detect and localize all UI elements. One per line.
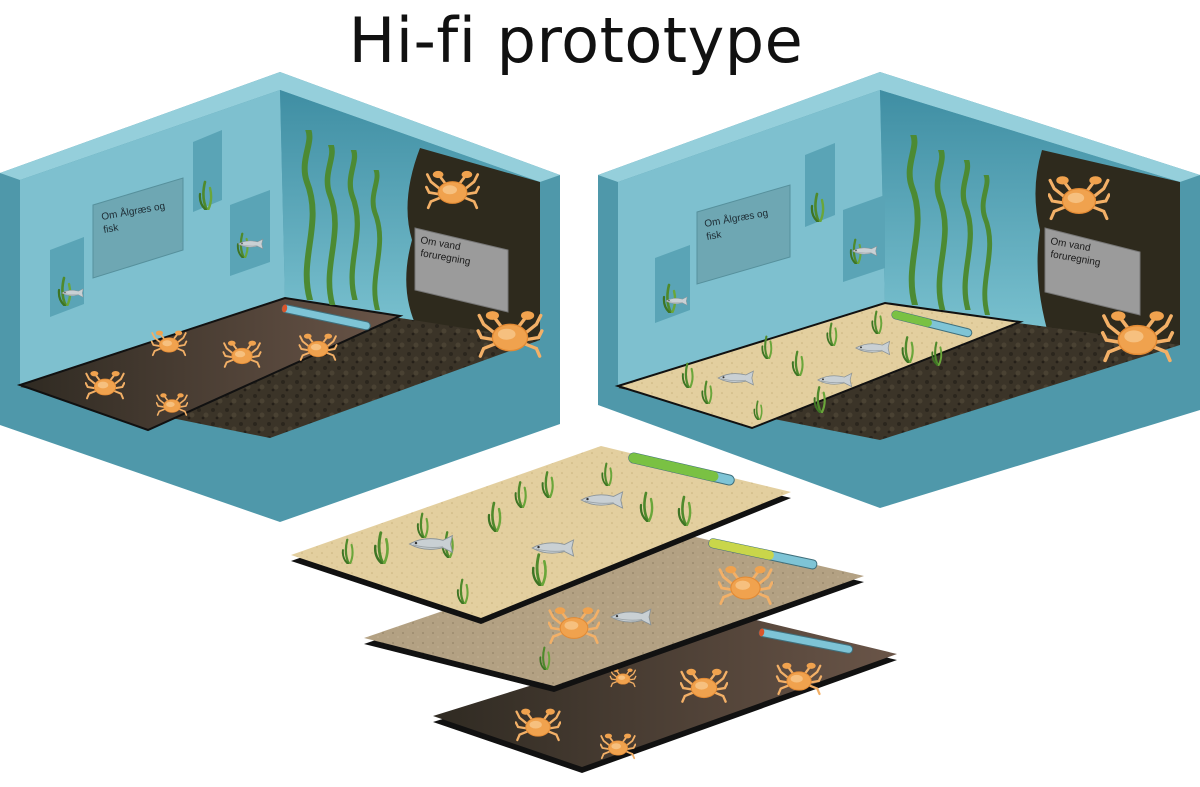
layer-clean — [291, 446, 791, 624]
health-bar — [708, 538, 818, 570]
aquarium-niche — [50, 237, 84, 317]
info-sign-left[interactable]: Om Ålgræs og fisk — [696, 184, 791, 285]
aquarium-niche — [655, 245, 690, 323]
health-bar — [628, 452, 735, 486]
page-title: Hi-fi prototype — [348, 4, 804, 77]
health-bar — [281, 304, 371, 331]
room-polluted: Om Ålgræs og fisk Om vand foruregning — [0, 72, 560, 522]
aquarium-niche — [843, 195, 885, 282]
room-clean: Om Ålgræs og fisk Om vand foruregning — [598, 72, 1200, 508]
info-sign-right[interactable]: Om vand foruregning — [1044, 227, 1141, 316]
health-bar — [891, 310, 973, 338]
room-frame-top — [598, 72, 1200, 182]
info-sign-right[interactable]: Om vand foruregning — [414, 227, 509, 313]
sign-line: fisk — [706, 229, 724, 243]
aquarium-niche — [193, 130, 222, 212]
interactive-floor[interactable] — [614, 301, 1024, 430]
aquarium-niche — [230, 190, 270, 276]
layer-polluted — [433, 618, 897, 773]
aquarium-niche — [805, 143, 835, 227]
layer-surface — [364, 532, 864, 686]
sign-line: fisk — [103, 222, 121, 236]
info-sign-left[interactable]: Om Ålgræs og fisk — [92, 177, 184, 279]
layer-medium — [364, 532, 864, 692]
layer-surface — [291, 446, 791, 618]
interactive-floor[interactable] — [16, 296, 404, 432]
health-bar — [758, 628, 854, 654]
